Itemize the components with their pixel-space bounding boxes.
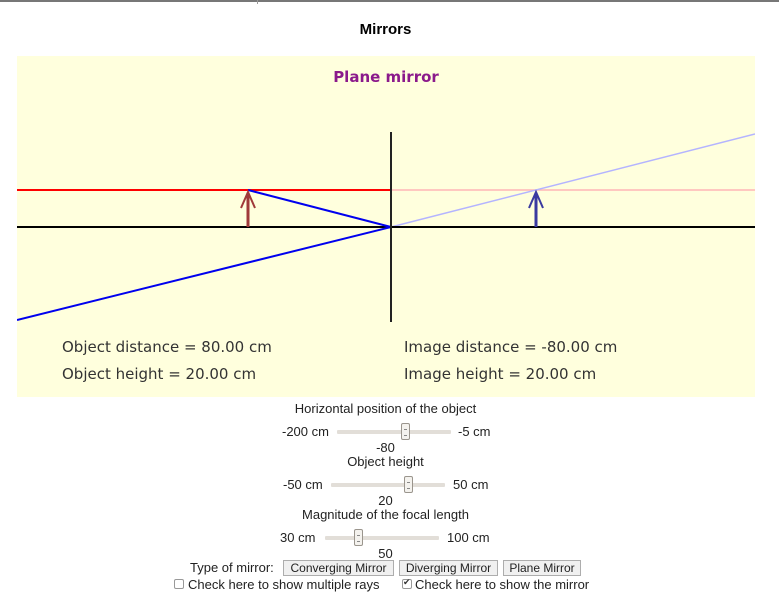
virtual-blue-ray — [390, 133, 755, 228]
horizontal-position-label: Horizontal position of the object — [294, 401, 477, 416]
object-height-readout: Object height = 20.00 cm — [62, 365, 257, 383]
simulation-canvas[interactable]: Plane mirror Object distance = 80.00 cm … — [17, 56, 755, 397]
object-arrow[interactable] — [240, 189, 256, 227]
reflected-blue-ray — [17, 226, 392, 321]
focal-length-row: 30 cm 100 cm — [0, 529, 771, 548]
object-height-row: -50 cm 50 cm — [0, 476, 771, 495]
horizontal-position-thumb[interactable] — [401, 423, 410, 440]
ray-diagram — [17, 132, 755, 322]
focal-length-min: 30 cm — [280, 530, 316, 545]
mirror-mode-title: Plane mirror — [333, 68, 439, 86]
horizontal-position-slider[interactable] — [337, 430, 451, 434]
window-top-border — [0, 0, 779, 2]
focal-length-max: 100 cm — [447, 530, 490, 545]
focal-length-slider[interactable] — [325, 536, 439, 540]
image-arrow — [528, 189, 544, 227]
image-height-readout: Image height = 20.00 cm — [404, 365, 597, 383]
mirror-type-row: Type of mirror: Converging Mirror Diverg… — [0, 560, 771, 577]
show-mirror-label[interactable]: Check here to show the mirror — [415, 577, 590, 592]
object-height-thumb[interactable] — [404, 476, 413, 493]
object-distance-readout: Object distance = 80.00 cm — [62, 338, 272, 356]
multiple-rays-label[interactable]: Check here to show multiple rays — [188, 577, 380, 592]
focal-length-thumb[interactable] — [354, 529, 363, 546]
object-height-label: Object height — [347, 454, 424, 469]
plane-mirror-button[interactable]: Plane Mirror — [503, 560, 581, 576]
focal-length-label: Magnitude of the focal length — [302, 507, 469, 522]
show-mirror-checkbox[interactable] — [402, 577, 412, 589]
object-height-max: 50 cm — [453, 477, 489, 492]
object-height-slider[interactable] — [331, 483, 445, 487]
converging-mirror-button[interactable]: Converging Mirror — [283, 560, 394, 576]
horizontal-position-value: -80 — [376, 440, 395, 455]
object-height-min: -50 cm — [283, 477, 323, 492]
page-title: Mirrors — [359, 21, 412, 38]
image-distance-readout: Image distance = -80.00 cm — [404, 338, 618, 356]
multiple-rays-checkbox[interactable] — [174, 579, 184, 589]
mirror-type-label: Type of mirror: — [190, 560, 274, 575]
horizontal-position-min: -200 cm — [282, 424, 329, 439]
window-top-divider — [257, 0, 258, 4]
focal-length-value: 50 — [378, 546, 393, 561]
object-height-value: 20 — [378, 493, 393, 508]
diverging-mirror-button[interactable]: Diverging Mirror — [399, 560, 498, 576]
options-row: Check here to show multiple rays Check h… — [0, 577, 771, 593]
incident-blue-ray — [247, 189, 392, 228]
horizontal-position-row: -200 cm -5 cm — [0, 423, 771, 442]
horizontal-position-max: -5 cm — [458, 424, 491, 439]
